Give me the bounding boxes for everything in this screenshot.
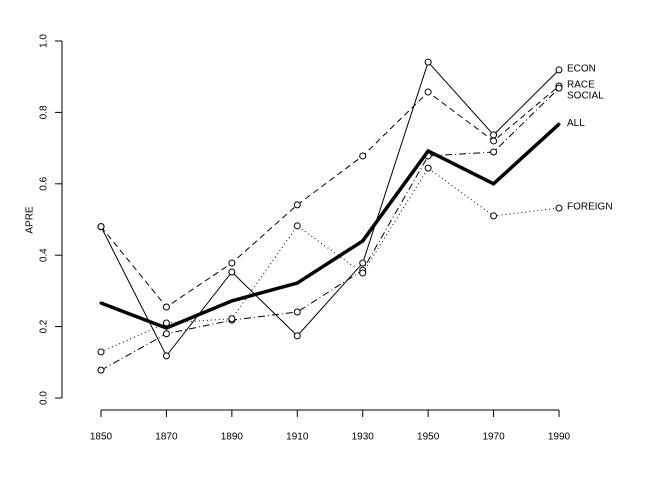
y-axis-label: APRE — [25, 206, 36, 234]
point — [295, 281, 299, 285]
point — [490, 131, 498, 139]
point — [230, 299, 234, 303]
point — [164, 326, 168, 330]
x-tick-label: 1850 — [90, 432, 113, 443]
point — [293, 222, 301, 230]
series-line — [100, 61, 560, 357]
x-tick-label: 1890 — [221, 432, 244, 443]
point — [555, 204, 563, 212]
point — [490, 137, 498, 145]
point — [361, 239, 365, 243]
point — [228, 268, 236, 276]
y-tick-label: 0.0 — [39, 391, 50, 405]
series-line — [100, 85, 560, 308]
y-tick-label: 0.4 — [39, 248, 50, 262]
point — [162, 319, 170, 327]
point — [424, 164, 432, 172]
x-tick-label: 1870 — [155, 432, 178, 443]
x-tick-label: 1930 — [352, 432, 375, 443]
legend-label: RACE — [567, 80, 595, 91]
point — [359, 259, 367, 267]
point — [424, 58, 432, 66]
x-tick-label: 1990 — [548, 432, 571, 443]
point — [492, 182, 496, 186]
point — [359, 269, 367, 277]
y-tick-label: 0.6 — [39, 176, 50, 190]
point — [555, 84, 563, 92]
point — [97, 223, 105, 231]
point — [162, 330, 170, 338]
series-line — [100, 87, 560, 371]
legend-label: ALL — [567, 118, 585, 129]
point — [97, 348, 105, 356]
y-tick-label: 1.0 — [39, 34, 50, 48]
point — [99, 301, 103, 305]
y-tick-label: 0.2 — [39, 319, 50, 333]
point — [97, 366, 105, 374]
series-line — [100, 122, 561, 330]
point — [424, 88, 432, 96]
point — [490, 212, 498, 220]
point — [557, 122, 561, 126]
point — [359, 152, 367, 160]
legend-label: FOREIGN — [567, 202, 613, 213]
point — [162, 352, 170, 360]
x-tick-label: 1970 — [482, 432, 505, 443]
y-tick-label: 0.8 — [39, 105, 50, 119]
x-tick-label: 1950 — [417, 432, 440, 443]
legend-label: SOCIAL — [567, 91, 604, 102]
point — [293, 332, 301, 340]
point — [293, 201, 301, 209]
point — [228, 315, 236, 323]
point — [555, 66, 563, 74]
point — [293, 308, 301, 316]
point — [490, 148, 498, 156]
point — [162, 303, 170, 311]
x-tick-label: 1910 — [286, 432, 309, 443]
legend-label: ECON — [567, 64, 596, 75]
point — [426, 149, 430, 153]
point — [228, 259, 236, 267]
